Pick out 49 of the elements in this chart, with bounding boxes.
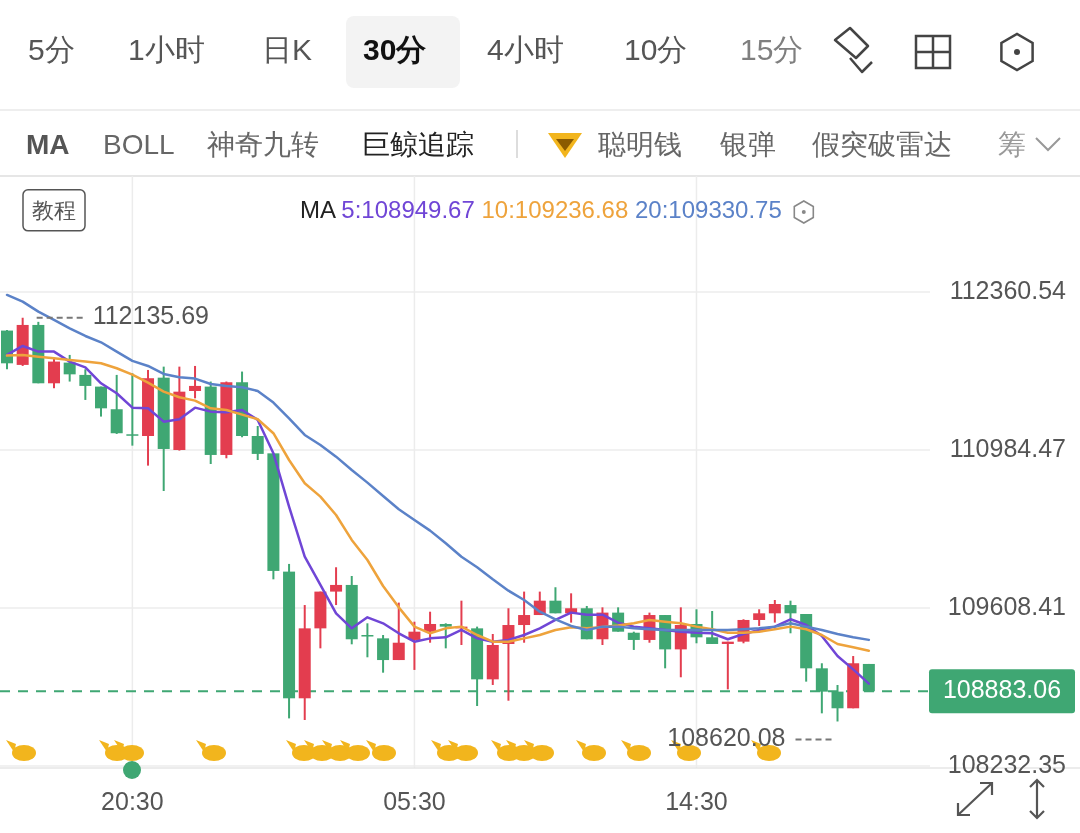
candlestick xyxy=(79,368,92,401)
ref-line-label: 108883.06 xyxy=(942,674,1062,703)
text: 5分 xyxy=(28,32,75,66)
y-tick-label: 112360.54 xyxy=(949,275,1067,304)
annotation: 112135.69 xyxy=(92,301,209,330)
text: 4小时 xyxy=(487,32,564,66)
candlestick xyxy=(189,364,202,400)
candlestick xyxy=(706,610,719,645)
candlestick xyxy=(377,634,390,674)
candlestick xyxy=(439,622,452,650)
y-tick-label: 108232.35 xyxy=(947,749,1066,778)
candlestick xyxy=(251,425,264,461)
candlestick xyxy=(784,599,797,635)
text: 1小时 xyxy=(128,32,205,66)
candlestick xyxy=(768,598,781,624)
x-tick-label: 05:30 xyxy=(383,787,446,815)
annotation: 教程 xyxy=(32,197,76,223)
candlestick xyxy=(330,566,343,607)
text: 30分 xyxy=(363,32,427,66)
candlestick xyxy=(518,590,531,644)
text: 10:109236.68 xyxy=(481,196,635,224)
text: 巨鲸追踪 xyxy=(362,129,474,161)
x-tick-label: 14:30 xyxy=(665,787,728,815)
text: BOLL xyxy=(103,129,175,161)
text: 10分 xyxy=(624,32,688,66)
text: 20:109330.75 xyxy=(634,196,782,224)
y-tick-label: 109608.41 xyxy=(947,591,1066,620)
text: 银弹 xyxy=(719,129,776,161)
candlestick xyxy=(424,610,437,644)
text: 15分 xyxy=(740,32,804,66)
candlestick xyxy=(549,586,562,615)
text: MA xyxy=(26,129,70,161)
text: 日K xyxy=(262,32,313,66)
text: 聪明钱 xyxy=(598,129,682,161)
y-tick-label: 110984.47 xyxy=(949,433,1066,462)
candlestick xyxy=(627,630,640,651)
candlestick xyxy=(392,601,405,662)
text: 假突破雷达 xyxy=(812,129,952,161)
candlestick xyxy=(48,357,61,390)
text: 筹 xyxy=(998,129,1026,161)
candlestick xyxy=(361,622,374,659)
candlestick xyxy=(95,385,108,418)
line-series xyxy=(5,293,871,642)
text: 5:108949.67 xyxy=(341,196,482,224)
text: 神奇九转 xyxy=(207,129,319,161)
annotation: 108620.08 xyxy=(667,723,786,752)
candlestick xyxy=(110,373,123,435)
legend-title: MA xyxy=(300,196,342,224)
x-tick-label: 20:30 xyxy=(101,787,164,815)
